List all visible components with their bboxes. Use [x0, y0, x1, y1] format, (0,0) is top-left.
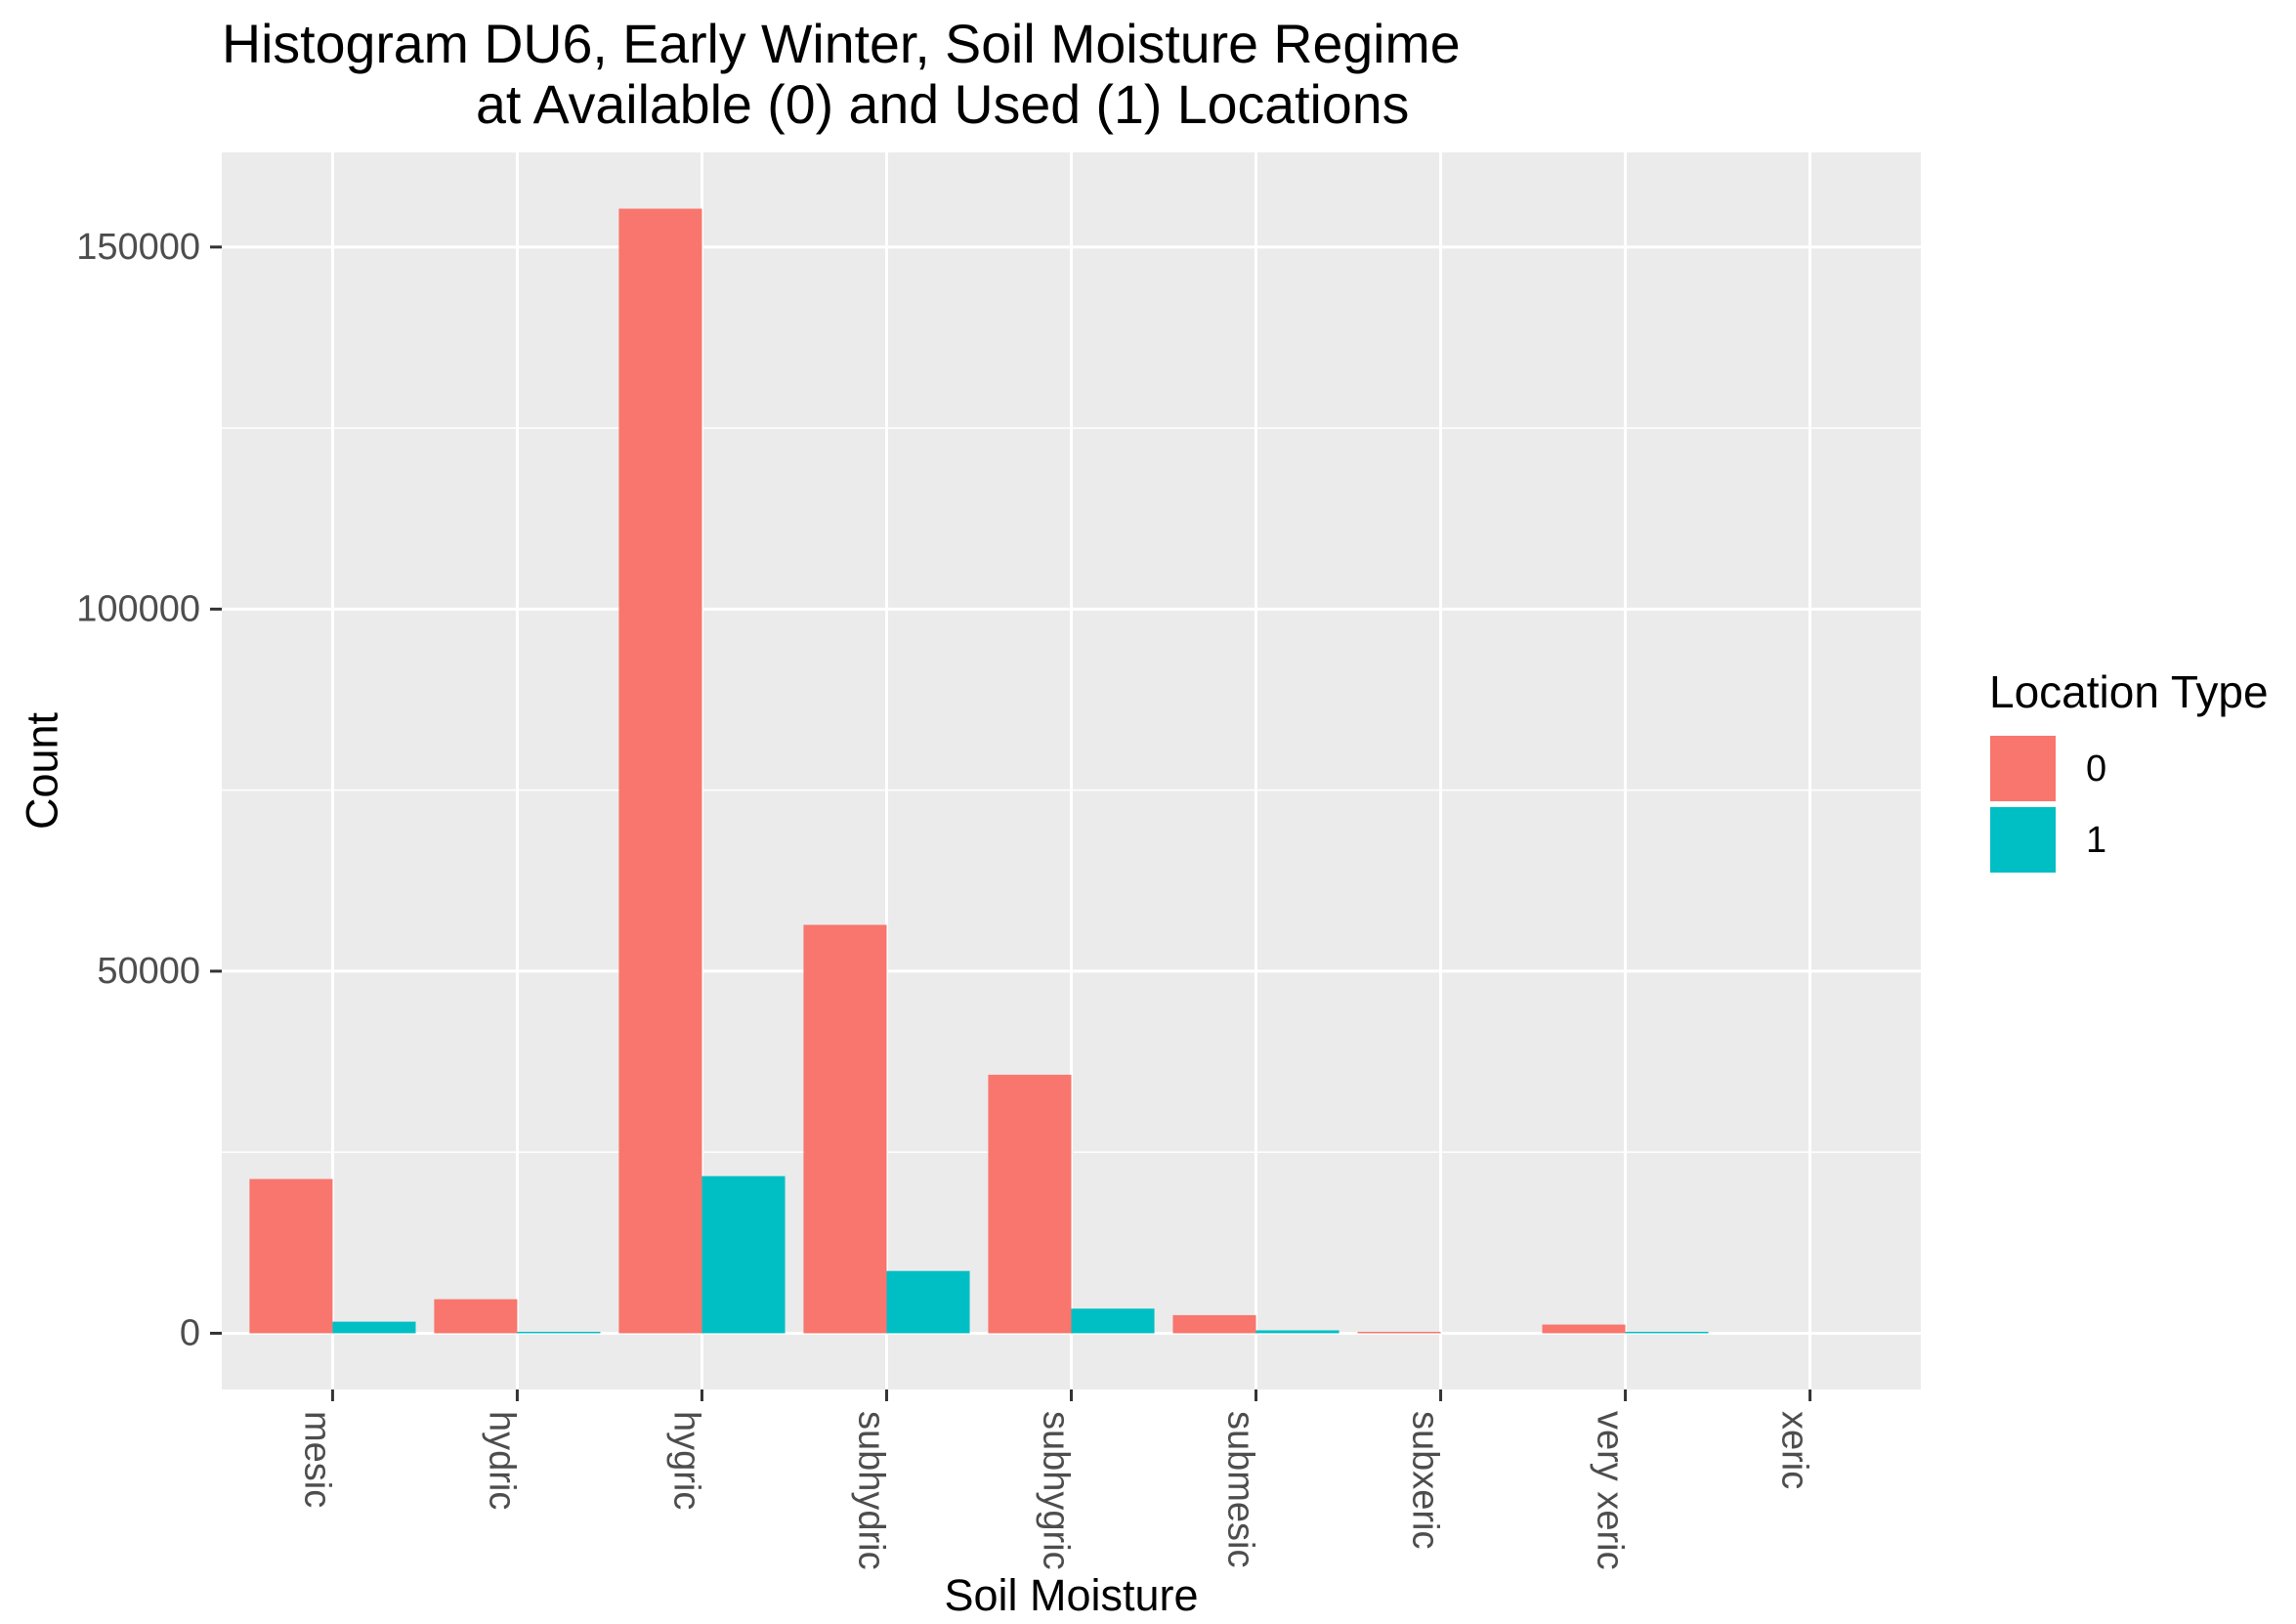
chart-title-line-1: Histogram DU6, Early Winter, Soil Moistu… — [222, 14, 1461, 74]
legend-label-1: 1 — [2086, 820, 2106, 861]
x-tick-label: subhydric — [850, 1411, 891, 1570]
y-tick-label: 0 — [180, 1312, 200, 1353]
bar-series-0-hydric — [434, 1299, 518, 1334]
bar-series-0-hygric — [618, 208, 702, 1334]
bar-series-0-subhygric — [988, 1074, 1072, 1334]
bar-series-1-very-xeric — [1625, 1331, 1709, 1334]
bar-series-0-subhydric — [803, 924, 887, 1334]
gridlines — [222, 152, 1921, 1389]
legend-label-0: 0 — [2086, 748, 2106, 790]
legend-key-0 — [1990, 736, 2056, 801]
x-tick-label: hygric — [665, 1411, 706, 1510]
legend-title: Location Type — [1989, 666, 2269, 717]
y-tick-label: 100000 — [76, 588, 200, 629]
x-axis-title: Soil Moisture — [944, 1570, 1198, 1620]
x-tick-label: submesic — [1220, 1411, 1261, 1568]
chart-title-line-2: at Available (0) and Used (1) Locations — [476, 74, 1409, 135]
x-tick-label: subhygric — [1036, 1411, 1077, 1570]
bar-series-0-very-xeric — [1542, 1324, 1626, 1334]
bar-series-1-subhydric — [886, 1270, 970, 1334]
x-tick-label: subxeric — [1405, 1411, 1446, 1550]
legend-key-1 — [1990, 807, 2056, 873]
x-tick-label: hydric — [481, 1411, 522, 1510]
x-tick-label: very xeric — [1590, 1411, 1631, 1570]
bar-series-1-subhygric — [1071, 1308, 1155, 1334]
bar-series-1-hydric — [517, 1331, 601, 1334]
x-tick-label: xeric — [1774, 1411, 1815, 1489]
bar-series-1-submesic — [1255, 1330, 1339, 1334]
x-tick-label: mesic — [296, 1411, 337, 1508]
bars — [249, 208, 1709, 1334]
y-tick-label: 150000 — [76, 227, 200, 268]
bar-series-1-mesic — [332, 1321, 416, 1334]
y-axis-title: Count — [18, 711, 67, 830]
legend: Location Type 0 1 — [1989, 666, 2269, 873]
bar-series-0-submesic — [1172, 1314, 1256, 1334]
y-axis: 0 50000 100000 150000 — [76, 227, 222, 1353]
bar-series-0-subxeric — [1357, 1331, 1441, 1334]
y-tick-label: 50000 — [97, 951, 200, 992]
x-axis: mesic hydric hygric subhydric subhygric subme… — [296, 1389, 1815, 1570]
bar-series-1-hygric — [702, 1175, 786, 1334]
bar-series-0-mesic — [249, 1178, 333, 1334]
